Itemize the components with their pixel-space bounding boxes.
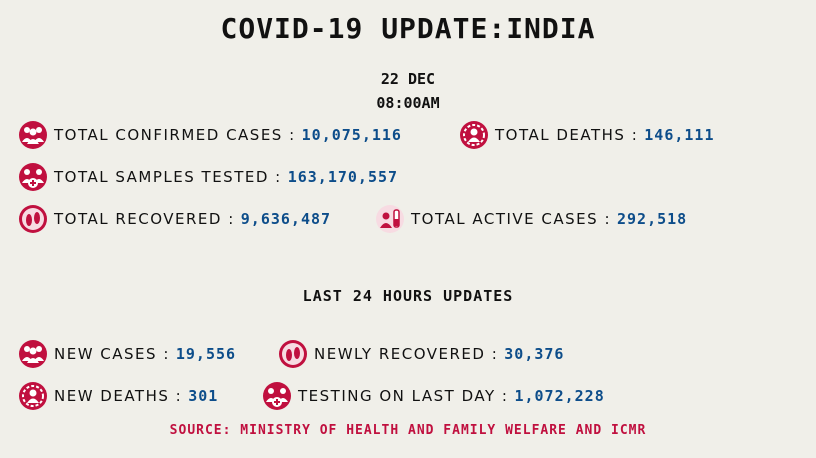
stat-label: TOTAL RECOVERED : bbox=[54, 210, 235, 228]
stat-label: TOTAL ACTIVE CASES : bbox=[411, 210, 611, 228]
stat-label: TOTAL CONFIRMED CASES : bbox=[54, 126, 296, 144]
people-medical-icon bbox=[262, 381, 292, 411]
stat-newly-recovered: NEWLY RECOVERED : 30,376 bbox=[278, 339, 564, 369]
stat-label: TOTAL DEATHS : bbox=[495, 126, 639, 144]
stat-label: NEWLY RECOVERED : bbox=[314, 345, 499, 363]
last-24-hours-heading: LAST 24 HOURS UPDATES bbox=[302, 287, 514, 305]
stat-total-deaths: TOTAL DEATHS : 146,111 bbox=[459, 120, 714, 150]
stat-new-deaths: NEW DEATHS : 301 bbox=[18, 381, 218, 411]
people-medical-icon bbox=[18, 162, 48, 192]
stat-value: 163,170,557 bbox=[287, 168, 399, 186]
patient-test-tube-icon bbox=[375, 204, 405, 234]
update-time: 08:00AM bbox=[376, 94, 440, 112]
stat-total-active: TOTAL ACTIVE CASES : 292,518 bbox=[375, 204, 687, 234]
stat-total-confirmed: TOTAL CONFIRMED CASES : 10,075,116 bbox=[18, 120, 402, 150]
stat-new-cases: NEW CASES : 19,556 bbox=[18, 339, 236, 369]
stat-label: NEW CASES : bbox=[54, 345, 170, 363]
virus-person-icon bbox=[459, 120, 489, 150]
source-note: SOURCE: MINISTRY OF HEALTH AND FAMILY WE… bbox=[169, 423, 647, 438]
stat-testing-last-day: TESTING ON LAST DAY : 1,072,228 bbox=[262, 381, 605, 411]
virus-person-icon bbox=[18, 381, 48, 411]
footprints-icon bbox=[18, 204, 48, 234]
stat-value: 146,111 bbox=[644, 126, 715, 144]
update-date: 22 DEC bbox=[380, 70, 436, 88]
people-group-icon bbox=[18, 339, 48, 369]
stat-value: 10,075,116 bbox=[301, 126, 402, 144]
stat-total-samples: TOTAL SAMPLES TESTED : 163,170,557 bbox=[18, 162, 398, 192]
stat-label: TOTAL SAMPLES TESTED : bbox=[54, 168, 282, 186]
stat-value: 30,376 bbox=[504, 345, 565, 363]
stat-label: TESTING ON LAST DAY : bbox=[298, 387, 509, 405]
stat-value: 301 bbox=[188, 387, 219, 405]
stat-label: NEW DEATHS : bbox=[54, 387, 183, 405]
page-title: COVID-19 UPDATE:INDIA bbox=[220, 12, 596, 45]
footprints-icon bbox=[278, 339, 308, 369]
stat-value: 9,636,487 bbox=[240, 210, 332, 228]
stat-value: 292,518 bbox=[617, 210, 688, 228]
stat-total-recovered: TOTAL RECOVERED : 9,636,487 bbox=[18, 204, 331, 234]
people-group-icon bbox=[18, 120, 48, 150]
stat-value: 1,072,228 bbox=[514, 387, 605, 405]
stat-value: 19,556 bbox=[175, 345, 237, 363]
